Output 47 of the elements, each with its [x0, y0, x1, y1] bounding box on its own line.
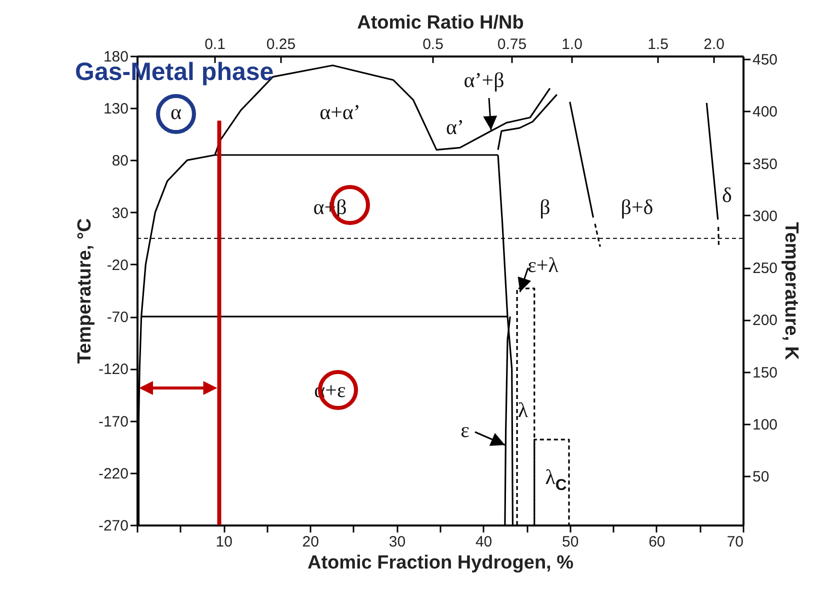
- y2-tick-label: 450: [752, 52, 778, 69]
- x-axis-title: Atomic Fraction Hydrogen, %: [307, 552, 574, 574]
- text: 0.1: [204, 36, 226, 52]
- text: 0.25: [266, 36, 296, 52]
- annotation: δ: [722, 183, 732, 207]
- text: 1.5: [648, 36, 668, 52]
- x-tick-label: 30: [388, 534, 406, 550]
- y-tick-label: -70: [106, 309, 128, 326]
- x-tick-label: 70: [726, 534, 744, 550]
- y2-tick-label: 150: [752, 364, 778, 382]
- y2-axis-title: Temperature, K: [780, 222, 802, 360]
- x2-axis-title: Atomic Ratio H/Nb: [357, 12, 524, 34]
- x-tick-label: 40: [475, 534, 492, 550]
- y-tick-label: -170: [98, 413, 128, 430]
- x-tick-label: 60: [648, 534, 666, 550]
- x-tick-label: 50: [562, 534, 579, 550]
- y2-tick-label: 100: [752, 416, 778, 434]
- y2-tick-label: 400: [752, 104, 778, 121]
- y2-tick-label: 200: [752, 312, 778, 330]
- text: 1.0: [562, 36, 582, 52]
- y-tick-label: 130: [103, 100, 128, 118]
- text: 2.0: [704, 36, 724, 52]
- annotation: α’: [446, 115, 464, 139]
- annotation: λ$_{C}$: [545, 465, 567, 494]
- y-axis-title: Temperature, °C: [74, 218, 96, 364]
- text: 0.5: [422, 36, 444, 52]
- annotation: λ: [518, 398, 529, 422]
- annotation: α: [170, 100, 182, 124]
- y-tick-label: -20: [106, 256, 128, 274]
- y2-tick-label: 250: [752, 260, 778, 278]
- annotation: β+δ: [620, 195, 654, 219]
- y2-tick-label: 350: [752, 156, 778, 173]
- annotation: α’+β: [464, 68, 504, 92]
- y2-tick-label: 50: [752, 468, 770, 486]
- y-tick-label: 30: [112, 204, 128, 222]
- x-tick-label: 20: [302, 534, 319, 550]
- y-tick-label: -120: [98, 361, 128, 378]
- text: 0.75: [497, 36, 527, 52]
- y-tick-label: -270: [98, 518, 128, 534]
- annotation: α+α’: [320, 100, 360, 124]
- x-tick-label: 10: [216, 534, 232, 550]
- annotation: β: [540, 195, 550, 219]
- y2-tick-label: 300: [752, 208, 778, 225]
- annotation: ε: [460, 418, 470, 442]
- y-tick-label: -220: [98, 465, 128, 482]
- y-tick-label: 80: [112, 152, 128, 170]
- annotation: ε+λ: [528, 253, 560, 277]
